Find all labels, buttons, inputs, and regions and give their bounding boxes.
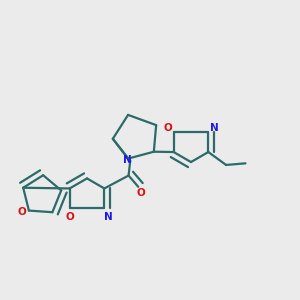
Text: O: O xyxy=(164,123,172,133)
Text: O: O xyxy=(17,207,26,217)
Text: O: O xyxy=(65,212,74,222)
Text: N: N xyxy=(104,212,112,222)
Text: N: N xyxy=(123,155,132,165)
Text: N: N xyxy=(210,123,218,133)
Text: O: O xyxy=(136,188,145,198)
